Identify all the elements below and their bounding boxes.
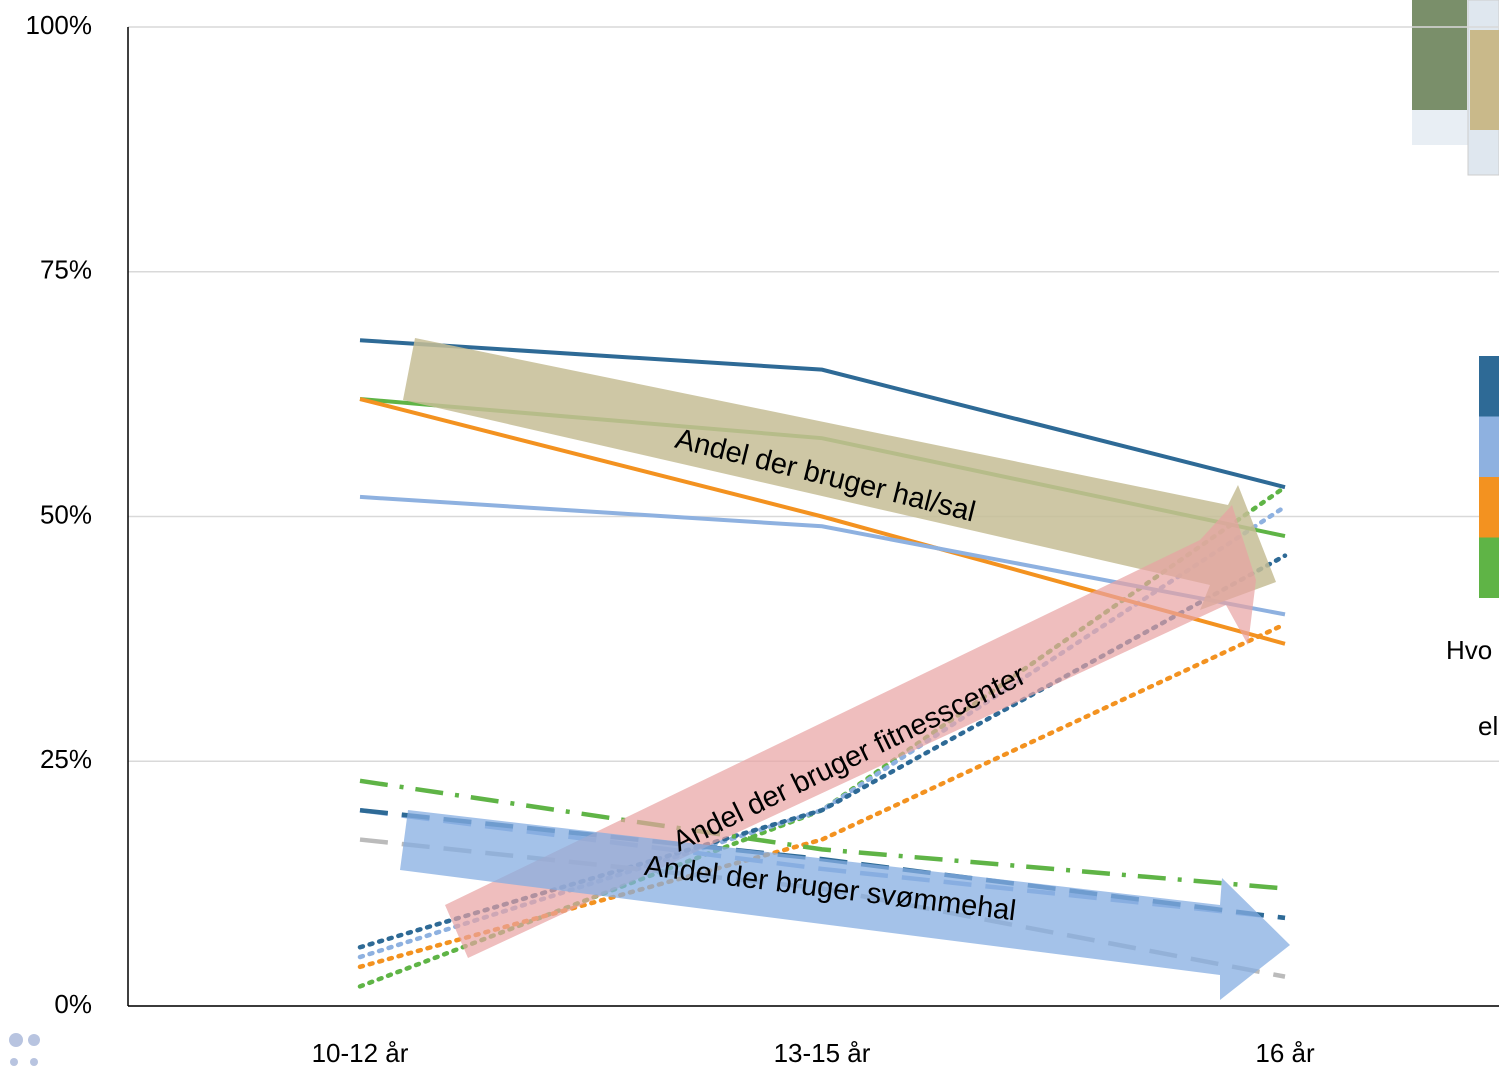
x-tick-label: 10-12 år bbox=[312, 1038, 409, 1068]
series-line bbox=[359, 338, 1286, 490]
legend-fragment: Hvo bbox=[1446, 635, 1492, 665]
arrow-swim bbox=[400, 810, 1290, 1000]
y-tick-label: 100% bbox=[26, 10, 93, 40]
x-tick-label: 13-15 år bbox=[774, 1038, 871, 1068]
x-tick-label: 16 år bbox=[1255, 1038, 1315, 1068]
thumbnail bbox=[1412, 0, 1499, 176]
legend-swatch bbox=[1479, 356, 1499, 417]
series-line bbox=[359, 778, 1286, 891]
legend-swatch bbox=[1479, 477, 1499, 538]
arrow-hal bbox=[403, 338, 1276, 610]
y-tick-label: 0% bbox=[54, 989, 92, 1019]
y-tick-label: 25% bbox=[40, 744, 92, 774]
y-tick-label: 75% bbox=[40, 255, 92, 285]
y-tick-label: 50% bbox=[40, 499, 92, 529]
legend-swatch bbox=[1479, 537, 1499, 598]
legend-fragment: el bbox=[1478, 711, 1498, 741]
legend-swatch bbox=[1479, 416, 1499, 477]
logo-dots bbox=[9, 1033, 40, 1066]
